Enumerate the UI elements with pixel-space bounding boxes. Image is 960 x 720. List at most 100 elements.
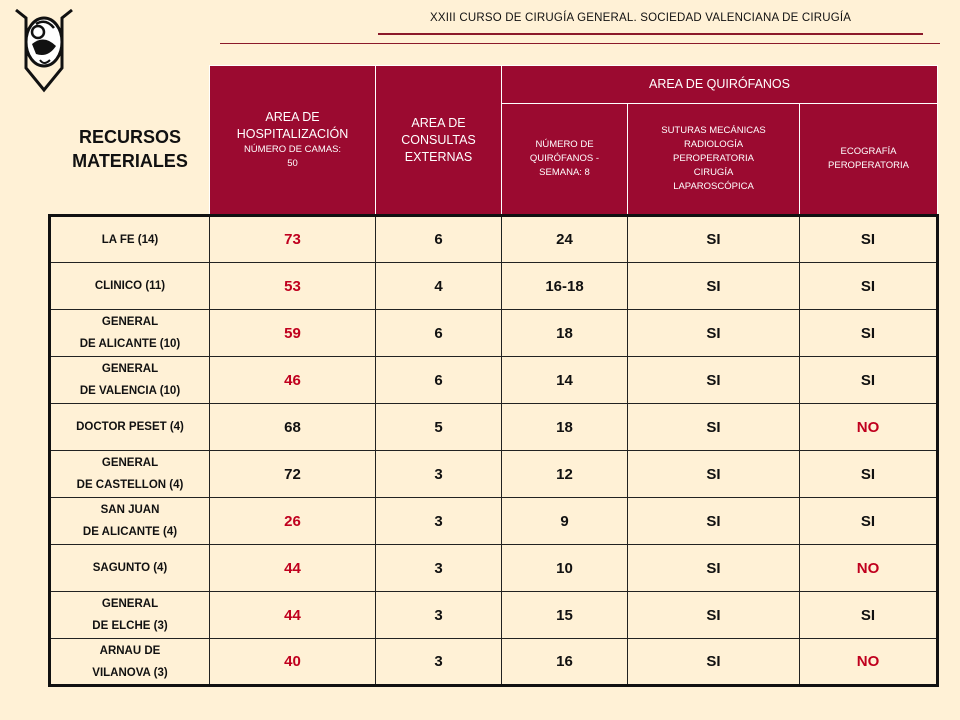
header-text: 50 (287, 158, 298, 169)
cell-text: SI (706, 277, 721, 295)
header-text: SEMANA: 8 (539, 167, 590, 178)
header-text: LAPAROSCÓPICA (673, 181, 754, 192)
cell-text: 18 (556, 324, 573, 342)
cell-text: 3 (434, 559, 443, 577)
camas-value: 68 (209, 403, 376, 451)
camas-value: 72 (209, 450, 376, 498)
cell-text: DE ALICANTE (4) (82, 526, 178, 538)
hospital-name: GENERAL DE CASTELLON (4) (48, 450, 210, 498)
ecografia-value: NO (799, 403, 939, 451)
cell-text: 18 (556, 418, 573, 436)
cell-text: GENERAL (101, 316, 159, 328)
cell-text: 10 (556, 559, 573, 577)
header-rule (378, 33, 923, 35)
header-text: HOSPITALIZACIÓN (236, 127, 349, 141)
resources-table: AREA DE HOSPITALIZACIÓN NÚMERO DE CAMAS:… (48, 65, 939, 687)
suturas-value: SI (627, 591, 800, 639)
conference-title: XXIII CURSO DE CIRUGÍA GENERAL. SOCIEDAD… (430, 12, 852, 24)
cell-text: 3 (434, 606, 443, 624)
cell-text: SI (860, 512, 876, 530)
cell-text: DE VALENCIA (10) (79, 385, 181, 397)
cell-text: 53 (284, 277, 301, 295)
consultas-value: 4 (375, 262, 502, 310)
header-text: CIRUGÍA (693, 167, 734, 178)
cell-text: 15 (556, 606, 573, 624)
camas-value: 53 (209, 262, 376, 310)
header-hospitalizacion: AREA DE HOSPITALIZACIÓN NÚMERO DE CAMAS:… (209, 65, 376, 216)
ecografia-value: SI (799, 262, 939, 310)
quirofanos-value: 18 (501, 309, 628, 357)
quirofanos-value: 16 (501, 638, 628, 687)
table-body: LA FE (14) 73 6 24 SI SI CLINICO (11) 53 4 16-18 S… (48, 214, 939, 687)
cell-text: SI (860, 371, 876, 389)
consultas-value: 3 (375, 591, 502, 639)
cell-text: 9 (560, 512, 569, 530)
cell-text: 46 (284, 371, 301, 389)
consultas-value: 5 (375, 403, 502, 451)
cell-text: 40 (284, 653, 301, 670)
cell-text: SI (706, 512, 721, 530)
cell-text: SI (706, 418, 721, 436)
cell-text: SI (860, 465, 876, 483)
cell-text: DE CASTELLON (4) (76, 479, 184, 491)
cell-text: DE ELCHE (3) (92, 620, 168, 632)
ecografia-value: SI (799, 309, 939, 357)
consultas-value: 6 (375, 309, 502, 357)
ecografia-value: NO (799, 638, 939, 687)
cell-text: NO (856, 653, 880, 670)
suturas-value: SI (627, 309, 800, 357)
consultas-value: 3 (375, 450, 502, 498)
ecografia-value: SI (799, 591, 939, 639)
cell-text: LA FE (14) (101, 233, 159, 246)
camas-value: 73 (209, 214, 376, 263)
consultas-value: 3 (375, 497, 502, 545)
consultas-value: 3 (375, 544, 502, 592)
recursos-materiales-label: RECURSOS MATERIALES (55, 125, 205, 173)
consultas-value: 6 (375, 356, 502, 404)
label-line: RECURSOS (78, 127, 181, 147)
cell-text: 5 (434, 418, 443, 436)
header-rule-thin (220, 43, 940, 44)
table-row: GENERAL DE ALICANTE (10) 59 6 18 SI SI (48, 309, 939, 357)
header-text: NÚMERO DE (535, 139, 594, 150)
ecografia-value: NO (799, 544, 939, 592)
cell-text: 44 (284, 606, 301, 624)
hospital-name: LA FE (14) (48, 214, 210, 263)
header-ecografia: ECOGRAFÍA PEROPERATORIA (799, 103, 938, 216)
ecografia-value: SI (799, 450, 939, 498)
cell-text: CLINICO (11) (94, 280, 166, 292)
cell-text: 6 (434, 324, 443, 342)
header-text: EXTERNAS (404, 149, 473, 164)
suturas-value: SI (627, 262, 800, 310)
header-text: SUTURAS MECÁNICAS (661, 125, 766, 136)
quirofanos-value: 10 (501, 544, 628, 592)
hospital-name: SAGUNTO (4) (48, 544, 210, 592)
cell-text: SI (706, 231, 721, 248)
cell-text: 12 (556, 465, 573, 483)
cell-text: SI (706, 559, 721, 577)
header-text: PEROPERATORIA (828, 160, 909, 171)
header-text: QUIRÓFANOS - (529, 153, 600, 164)
header-text: AREA DE (265, 110, 320, 124)
cell-text: 68 (284, 418, 301, 436)
cell-text: VILANOVA (3) (92, 666, 168, 679)
table-row: SAGUNTO (4) 44 3 10 SI NO (48, 544, 939, 592)
hospital-name: DOCTOR PESET (4) (48, 403, 210, 451)
label-line: MATERIALES (72, 151, 188, 171)
cell-text: DOCTOR PESET (4) (76, 421, 184, 433)
suturas-value: SI (627, 544, 800, 592)
hospital-name: GENERAL DE ALICANTE (10) (48, 309, 210, 357)
header-num-quirofanos: NÚMERO DE QUIRÓFANOS - SEMANA: 8 (501, 103, 628, 216)
quirofanos-value: 15 (501, 591, 628, 639)
cell-text: 3 (434, 653, 443, 670)
camas-value: 59 (209, 309, 376, 357)
quirofanos-value: 24 (501, 214, 628, 263)
cell-text: 59 (284, 324, 301, 342)
cell-text: 14 (556, 371, 573, 389)
camas-value: 46 (209, 356, 376, 404)
header-suturas: SUTURAS MECÁNICAS RADIOLOGÍA PEROPERATOR… (627, 103, 800, 216)
cell-text: 4 (434, 277, 443, 295)
cell-text: NO (856, 418, 880, 436)
cell-text: SI (860, 277, 876, 295)
cell-text: GENERAL (101, 598, 159, 610)
